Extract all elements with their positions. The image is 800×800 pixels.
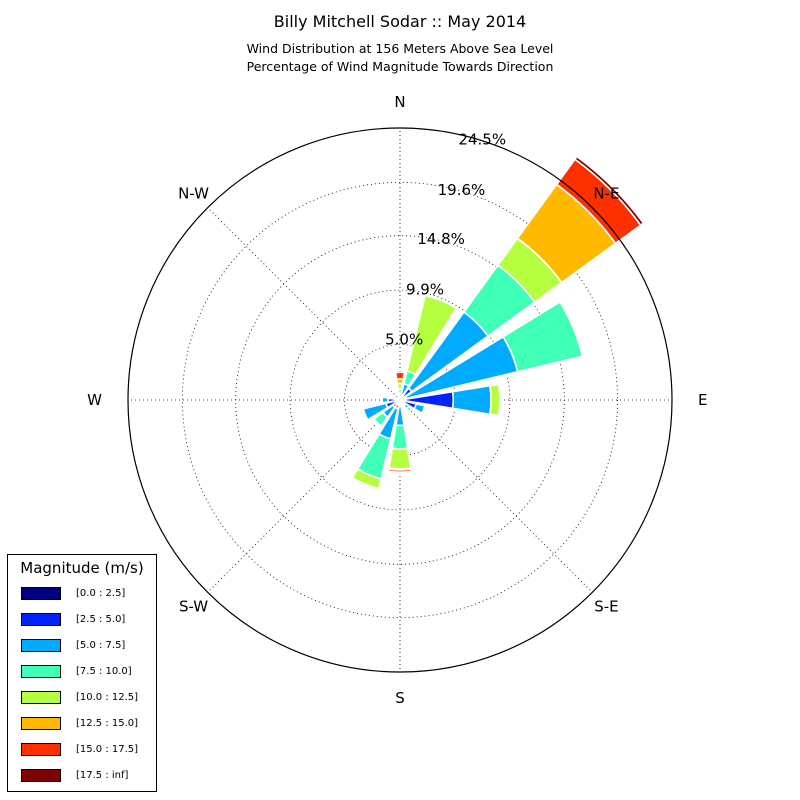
- wedge-s-bin-4: [388, 447, 412, 470]
- radial-tick-label: 5.0%: [385, 331, 423, 349]
- chart-subtitle-line-1: Wind Distribution at 156 Meters Above Se…: [246, 41, 554, 56]
- legend-label: [5.0 : 7.5]: [76, 640, 126, 651]
- direction-label-s-e: S-E: [594, 597, 618, 615]
- radial-tick-label: 9.9%: [406, 280, 444, 298]
- legend-swatch: [21, 613, 61, 626]
- wedge-wsw-bin-2: [362, 402, 389, 421]
- direction-label-n: N: [394, 93, 405, 111]
- wedge-ssw-bin-4: [351, 468, 383, 490]
- wedge-e-bin-2: [451, 384, 492, 416]
- radial-tick-label: 14.8%: [417, 230, 465, 248]
- legend-swatch: [21, 769, 61, 782]
- wedge-ese-bin-2: [413, 402, 426, 415]
- legend: Magnitude (m/s) [0.0 : 2.5] [2.5 : 5.0] [5…: [7, 554, 157, 792]
- legend-swatch: [21, 717, 61, 730]
- wedge-ene-bin-3: [502, 300, 584, 373]
- wedge-nnw-bin-1: [397, 396, 401, 401]
- legend-label: [10.0 : 12.5]: [76, 692, 139, 703]
- legend-swatch: [21, 743, 61, 756]
- wedge-se-bin-3: [405, 405, 413, 413]
- angular-gridline: [399, 399, 593, 593]
- angular-gridline: [207, 207, 401, 401]
- legend-label: [7.5 : 10.0]: [76, 666, 132, 677]
- wedge-nne-bin-4: [406, 294, 458, 376]
- legend-swatch: [21, 639, 61, 652]
- legend-swatch: [21, 691, 61, 704]
- legend-swatch: [21, 587, 61, 600]
- radial-gridline: [289, 289, 511, 511]
- direction-label-n-w: N-W: [178, 185, 209, 203]
- legend-label: [15.0 : 17.5]: [76, 744, 139, 755]
- wedge-s-bin-6: [387, 468, 413, 473]
- direction-label-n-e: N-E: [593, 185, 619, 203]
- wedge-sw-bin-3: [372, 411, 389, 428]
- radial-gridline: [181, 181, 619, 619]
- direction-label-s-w: S-W: [179, 597, 208, 615]
- chart-subtitle-line-2: Percentage of Wind Magnitude Towards Dir…: [246, 59, 554, 74]
- legend-title: Magnitude (m/s): [20, 559, 144, 577]
- radial-tick-label: 24.5%: [458, 131, 506, 149]
- wedge-n-bin-6: [394, 371, 406, 381]
- wedge-ne-bin-7: [573, 155, 645, 227]
- outer-circle: [127, 127, 673, 673]
- wedge-w-bin-2: [381, 396, 389, 404]
- legend-swatch: [21, 665, 61, 678]
- chart-title: Billy Mitchell Sodar :: May 2014: [273, 12, 527, 31]
- wedge-e-bin-4: [489, 383, 501, 417]
- legend-label: [2.5 : 5.0]: [76, 614, 126, 625]
- direction-label-e: E: [698, 391, 707, 409]
- angular-gridline: [207, 399, 401, 593]
- direction-label-w: W: [87, 391, 102, 409]
- legend-label: [12.5 : 15.0]: [76, 718, 139, 729]
- legend-label: [17.5 : inf]: [76, 770, 129, 781]
- radial-tick-label: 19.6%: [438, 181, 486, 199]
- legend-label: [0.0 : 2.5]: [76, 588, 126, 599]
- direction-label-s: S: [395, 689, 405, 707]
- wedge-s-bin-3: [391, 424, 409, 450]
